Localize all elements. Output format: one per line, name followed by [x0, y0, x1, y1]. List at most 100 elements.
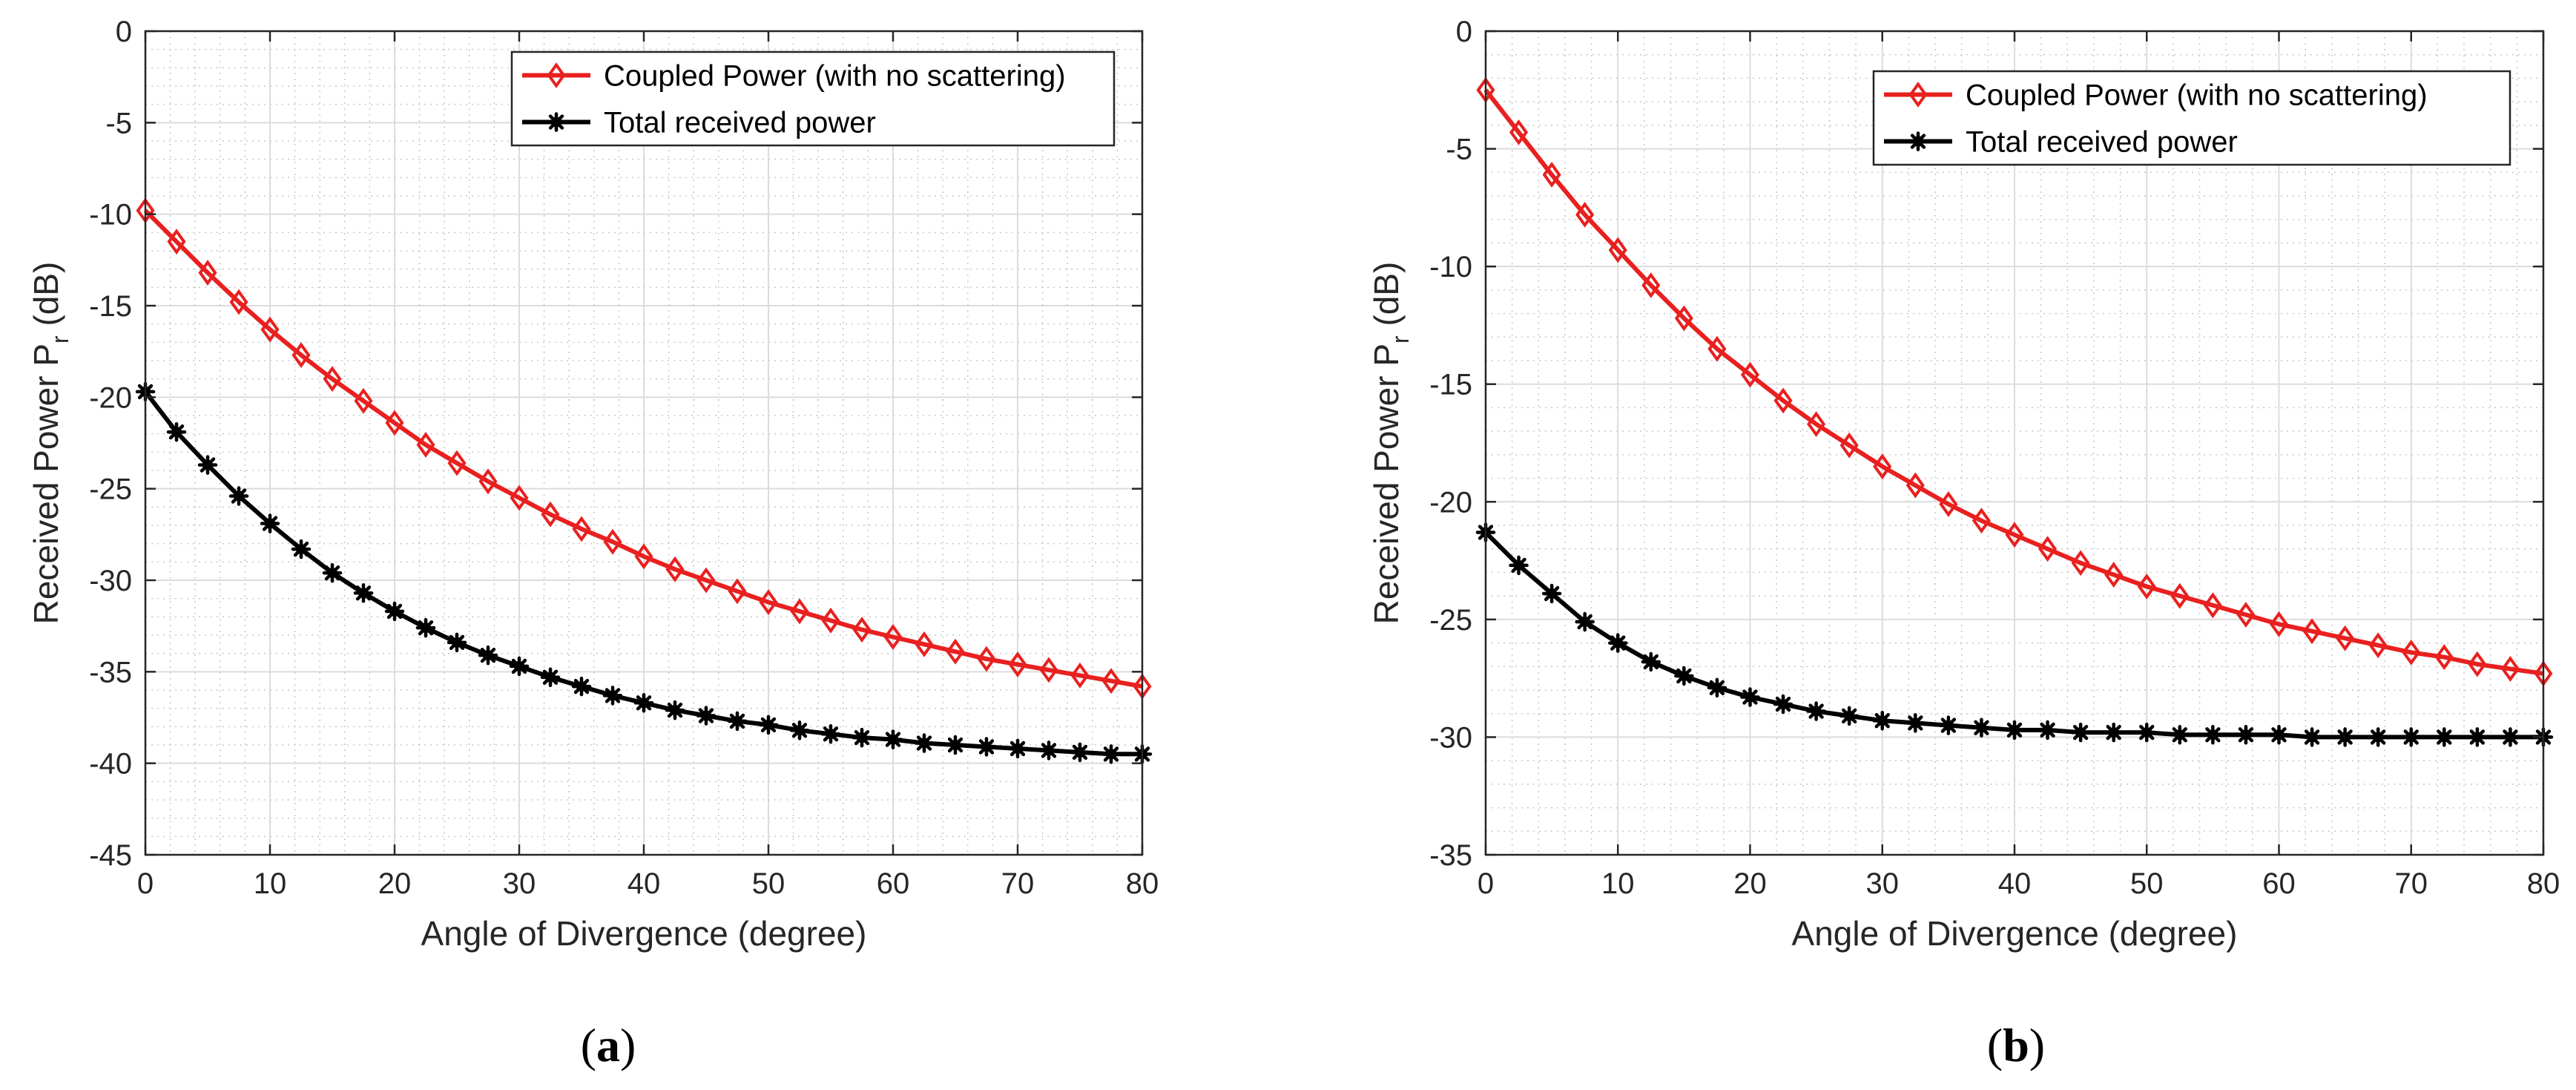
chart-b-series-coupled-point — [1873, 453, 1892, 480]
chart-a-y-tick-label: -25 — [89, 473, 132, 506]
chart-b-legend-sample-total — [1884, 131, 1952, 151]
chart-a-series-coupled-point — [478, 468, 498, 495]
chart-a-series-coupled-point — [852, 617, 872, 643]
chart-a-y-axis-label-subscript: r — [47, 335, 73, 344]
chart-a-series-total-point — [509, 656, 530, 677]
chart-a-x-tick-label: 10 — [254, 867, 287, 900]
chart-b-series-coupled-point — [2137, 574, 2156, 600]
chart-b-series-coupled-point — [2468, 651, 2487, 677]
chart-b-x-tick-label: 0 — [1478, 867, 1494, 900]
chart-b-series-total-point — [1575, 611, 1595, 632]
chart-b-x-tick-label: 70 — [2395, 867, 2428, 900]
chart-b-series-total-point — [1641, 651, 1661, 672]
chart-b-series-total-point — [2038, 720, 2058, 741]
chart-b-series-total-point — [2236, 725, 2256, 745]
chart-b-series-total-point — [2170, 725, 2190, 745]
chart-a-x-tick-label: 60 — [877, 867, 910, 900]
chart-a-caption-open: ( — [581, 1019, 596, 1071]
chart-b-series-coupled-point — [1575, 201, 1595, 228]
chart-a-x-tick-label: 80 — [1126, 867, 1159, 900]
chart-a-series-coupled-point — [883, 624, 903, 650]
chart-b-series-coupled-point — [2302, 618, 2322, 645]
chart-a-series-total-point — [1070, 742, 1090, 763]
chart-a-series-total-point — [727, 711, 748, 732]
chart-b-caption-close: ) — [2029, 1019, 2045, 1071]
chart-b-series-total-point — [2467, 727, 2488, 747]
chart-a-series-total-point — [415, 617, 436, 638]
chart-a-y-axis-label-main: Received Power P — [27, 344, 65, 624]
chart-a-y-tick-label: -15 — [89, 290, 132, 323]
chart-a-grid — [145, 30, 1143, 856]
chart-b-series-coupled-point — [2434, 644, 2454, 671]
chart-b-series-total-point — [2137, 722, 2157, 743]
chart-a-series-coupled-point — [354, 387, 373, 414]
chart-a-series-total-point — [447, 632, 467, 653]
chart-a-x-tick-label: 0 — [137, 867, 154, 900]
chart-a-series-coupled-point — [603, 528, 622, 555]
chart-b-series-coupled-point — [2170, 582, 2190, 609]
chart-a-legend-sample-coupled — [522, 62, 590, 88]
chart-b-series-total-point — [1872, 710, 1892, 731]
chart-a-y-tick-label: -30 — [89, 565, 132, 597]
chart-a-series-coupled-point — [416, 432, 435, 458]
chart-b-series-total-point — [1707, 677, 1727, 698]
chart-b-y-axis-label-main: Received Power P — [1367, 344, 1406, 624]
chart-a-series-total-point — [1101, 744, 1121, 764]
chart-a-x-tick-label: 70 — [1001, 867, 1035, 900]
chart-a-series-total-point — [1038, 741, 1059, 761]
chart-b-series-total-point — [1773, 694, 1793, 715]
chart-b-series-coupled-point — [1674, 305, 1693, 332]
chart-a-series-total-point — [540, 667, 561, 687]
chart-a-series-coupled-line — [143, 209, 1143, 689]
chart-b-series-total-point — [1839, 706, 1859, 726]
chart-a-x-axis-label: Angle of Divergence (degree) — [421, 914, 867, 953]
chart-a-ticks — [144, 30, 1144, 856]
chart-a-series-total-point — [291, 539, 312, 559]
chart-a-series-total-point — [602, 686, 623, 706]
chart-b-series-coupled-point — [2038, 536, 2058, 562]
chart-a-series-total-point — [851, 727, 872, 748]
chart-b-series-coupled-point — [2236, 602, 2256, 628]
chart-a-series-coupled-point — [447, 450, 467, 476]
chart-a-series-coupled-point — [291, 342, 311, 369]
chart-b-series-coupled-point — [2203, 592, 2222, 619]
chart-a-legend: Coupled Power (with no scattering) Total… — [510, 50, 1116, 147]
chart-b-series-coupled-point — [1839, 432, 1859, 459]
chart-a-series-total-point — [166, 421, 187, 442]
chart-b-series-coupled-point — [2005, 522, 2024, 548]
chart-a-series-coupled-point — [167, 229, 186, 255]
chart-b-series-coupled-point — [1707, 335, 1727, 362]
chart-b-series-total-point — [1905, 713, 1926, 733]
chart-a-series-coupled-point — [572, 516, 591, 542]
chart-a-series-coupled-point — [728, 578, 747, 605]
chart-a-series-total-point — [384, 601, 405, 622]
chart-a-tick-labels: 0 10 20 30 40 50 60 70 80 0 -5 -10 -15 -20 -25 -30 -35 -4… — [89, 16, 1159, 900]
chart-b-y-tick-label: -5 — [1446, 134, 1472, 166]
chart-b-y-tick-label: -20 — [1429, 486, 1472, 519]
chart-a-series-coupled-point — [510, 485, 529, 511]
chart-a-y-tick-label: 0 — [116, 16, 132, 48]
chart-a-series-coupled-point — [821, 607, 840, 634]
chart-b-y-tick-label: -10 — [1429, 251, 1472, 283]
chart-b-series-coupled-point — [1641, 272, 1661, 298]
chart-b-y-tick-label: -15 — [1429, 369, 1472, 401]
chart-a-x-tick-label: 50 — [752, 867, 785, 900]
chart-panel-a: 0 10 20 30 40 50 60 70 80 0 -5 -10 -15 -20 -25 -30 -35 -4… — [27, 16, 1159, 1071]
chart-a-series-coupled-point — [323, 366, 342, 393]
chart-b-y-tick-label: -25 — [1429, 604, 1472, 637]
chart-a-series-coupled-point — [1008, 651, 1027, 677]
chart-b-legend-entry-total: Total received power — [1966, 126, 2238, 159]
chart-b-caption: (b) — [1987, 1019, 2045, 1071]
chart-a-series-coupled-point — [665, 556, 685, 582]
chart-a-series-coupled-point — [1039, 657, 1058, 683]
chart-b-series-total-point — [2500, 727, 2520, 747]
chart-b-x-tick-label: 60 — [2262, 867, 2296, 900]
chart-b-series-coupled-point — [2269, 611, 2289, 637]
chart-b-series-total-point — [1938, 715, 1959, 735]
chart-b-legend-box — [1872, 70, 2511, 166]
chart-b-series-total-point — [1509, 555, 1529, 576]
chart-b-series-coupled-point — [1608, 237, 1627, 263]
chart-a-series-coupled-point — [915, 631, 934, 657]
chart-b-x-tick-label: 40 — [1998, 867, 2032, 900]
chart-a-series-total-point — [571, 676, 592, 697]
